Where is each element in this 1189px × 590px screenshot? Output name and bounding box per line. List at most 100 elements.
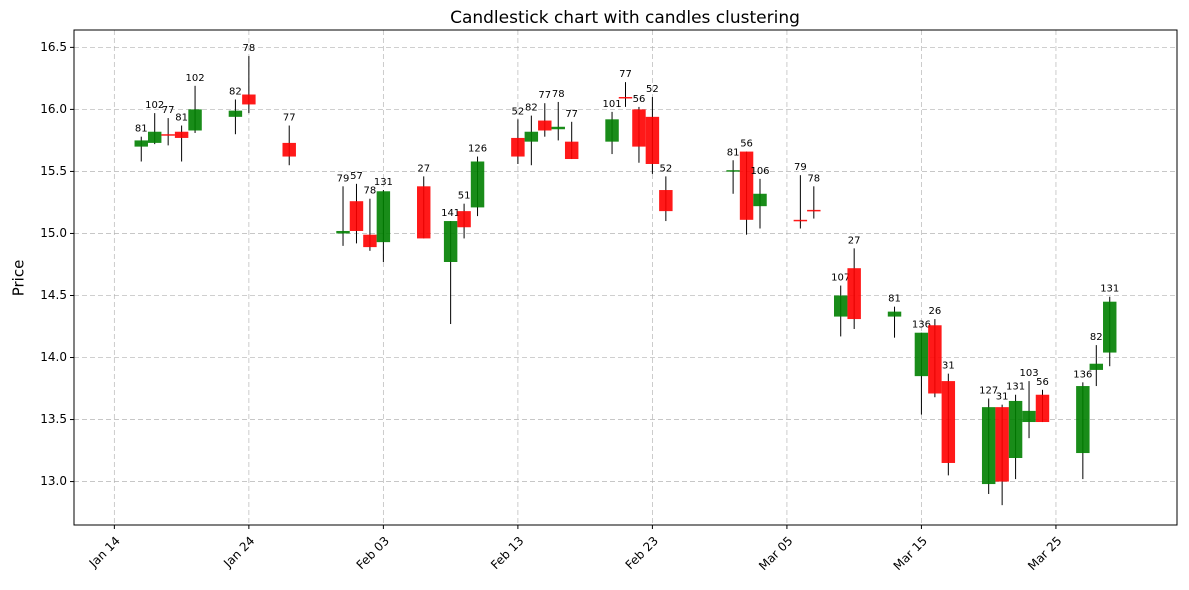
candle-body xyxy=(847,268,861,320)
volume-label: 106 xyxy=(750,166,769,177)
volume-label: 102 xyxy=(186,73,205,84)
candle-body xyxy=(336,230,350,234)
x-tick-label: Jan 14 xyxy=(86,534,123,571)
volume-label: 127 xyxy=(979,385,998,396)
candle-body xyxy=(228,110,243,117)
volume-label: 27 xyxy=(848,235,861,246)
chart-title: Candlestick chart with candles clusterin… xyxy=(450,8,800,28)
candle-body xyxy=(511,137,525,157)
candle-body xyxy=(457,211,471,228)
candle-body xyxy=(551,126,565,130)
candle-body xyxy=(417,186,431,239)
candle-body xyxy=(1076,386,1090,454)
candle-body xyxy=(363,234,377,248)
candle-body xyxy=(995,407,1009,482)
volume-label: 26 xyxy=(929,306,942,317)
volume-label: 131 xyxy=(1006,382,1025,393)
volume-label: 52 xyxy=(646,84,659,95)
volume-label: 77 xyxy=(283,113,296,124)
y-tick-label: 14.5 xyxy=(40,288,67,302)
volume-label: 31 xyxy=(996,392,1009,403)
volume-label: 82 xyxy=(525,103,538,114)
candle-body xyxy=(1089,363,1104,370)
candle-body xyxy=(161,134,175,136)
volume-label: 126 xyxy=(468,144,487,155)
volume-label: 56 xyxy=(1036,377,1049,388)
plot-frame xyxy=(73,29,1178,526)
candle-body xyxy=(147,131,162,143)
y-tick-label: 15.5 xyxy=(40,164,67,178)
y-tick-label: 14.0 xyxy=(40,350,67,364)
y-axis-label: Price xyxy=(10,260,28,297)
volume-label: 56 xyxy=(633,94,646,105)
candle-body xyxy=(726,170,740,172)
volume-label: 131 xyxy=(1100,284,1119,295)
candle-body xyxy=(618,96,633,99)
candle-body xyxy=(753,193,767,207)
x-tick-label: Mar 15 xyxy=(891,534,930,573)
y-tick-label: 16.5 xyxy=(40,40,67,54)
x-tick-label: Jan 24 xyxy=(220,534,257,571)
candle-body xyxy=(1022,410,1036,423)
candle-body xyxy=(928,325,942,394)
volume-label: 107 xyxy=(831,273,850,284)
volume-label: 79 xyxy=(794,162,807,173)
y-tick-label: 16.0 xyxy=(40,102,67,116)
x-tick-label: Feb 23 xyxy=(623,534,661,572)
y-tick-label: 13.5 xyxy=(40,412,67,426)
volume-label: 136 xyxy=(1073,369,1092,380)
y-tick-label: 15.0 xyxy=(40,226,67,240)
volume-label: 52 xyxy=(659,163,672,174)
candle-body xyxy=(833,295,848,317)
y-tick-label: 13.0 xyxy=(40,474,67,488)
volume-label: 31 xyxy=(942,361,955,372)
candle-body xyxy=(282,142,296,157)
candle-body xyxy=(443,221,458,262)
x-tick-label: Feb 03 xyxy=(354,534,392,572)
x-tick-label: Mar 25 xyxy=(1025,534,1064,573)
candle-body xyxy=(349,201,364,231)
candle-body xyxy=(174,131,189,138)
candle-body xyxy=(134,140,148,147)
volume-label: 52 xyxy=(512,106,525,117)
volume-label: 78 xyxy=(552,89,565,100)
x-tick-label: Feb 13 xyxy=(488,534,526,572)
volume-label: 82 xyxy=(1090,332,1103,343)
candle-body xyxy=(242,94,256,105)
volume-label: 51 xyxy=(458,191,471,202)
candle-body xyxy=(605,119,619,142)
volume-label: 79 xyxy=(337,173,350,184)
candle-body xyxy=(887,311,902,317)
volume-label: 81 xyxy=(175,113,188,124)
candle-body xyxy=(188,109,202,131)
candle-body xyxy=(1008,400,1023,459)
candle-body xyxy=(659,190,673,212)
candle-body xyxy=(793,219,808,222)
volume-label: 78 xyxy=(242,43,255,54)
candle-body xyxy=(645,116,660,164)
volume-label: 103 xyxy=(1019,368,1038,379)
candle-body xyxy=(632,109,646,147)
candle-body xyxy=(524,131,539,142)
candle-body xyxy=(376,191,391,243)
candle-body xyxy=(981,407,996,485)
volume-label: 77 xyxy=(538,90,551,101)
volume-label: 78 xyxy=(807,173,820,184)
volume-label: 57 xyxy=(350,171,363,182)
candle-body xyxy=(1035,394,1050,423)
volume-label: 141 xyxy=(441,208,460,219)
volume-label: 81 xyxy=(888,294,901,305)
candle-body xyxy=(739,151,754,220)
volume-label: 131 xyxy=(374,177,393,188)
candle-body xyxy=(941,381,956,463)
volume-label: 77 xyxy=(162,105,175,116)
volume-label: 27 xyxy=(417,163,430,174)
candle-body xyxy=(470,161,485,208)
volume-label: 78 xyxy=(364,186,377,197)
volume-label: 77 xyxy=(565,109,578,120)
candle-body xyxy=(564,141,579,160)
volume-label: 81 xyxy=(135,124,148,135)
volume-label: 101 xyxy=(603,99,622,110)
candle-body xyxy=(538,120,552,131)
